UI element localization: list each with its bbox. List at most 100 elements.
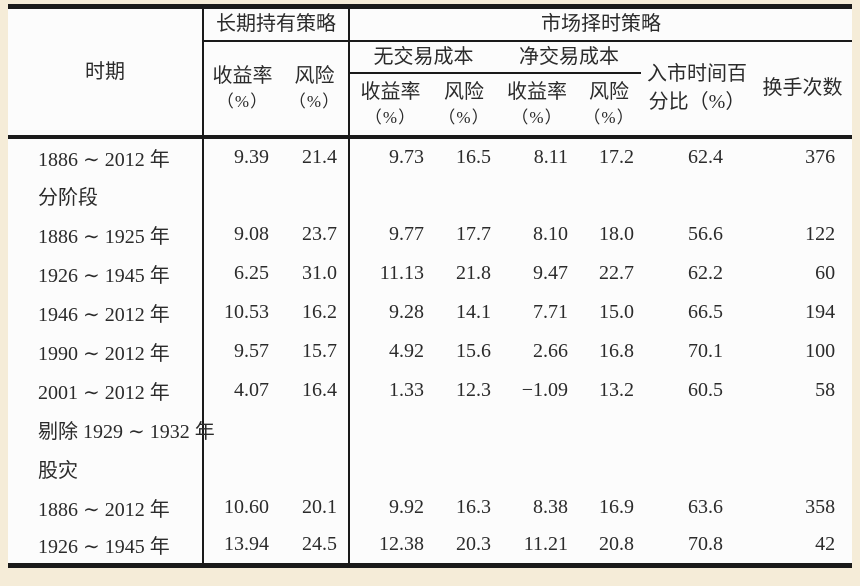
section-label-cell: 股灾 xyxy=(8,448,204,488)
empty-cell xyxy=(203,449,281,488)
table-row: 1990 ∼ 2012 年 9.57 15.7 4.92 15.6 2.66 1… xyxy=(8,331,852,371)
market-time-line2: 分比（%） xyxy=(648,91,746,113)
value-cell: 31.0 xyxy=(281,253,350,293)
empty-cell xyxy=(577,410,641,449)
empty-cell xyxy=(577,449,641,488)
percent-unit-label: （%） xyxy=(511,108,563,128)
empty-cell xyxy=(203,176,281,215)
value-cell: 16.4 xyxy=(281,370,350,410)
value-cell: 15.0 xyxy=(599,300,634,323)
value-cell: 9.28 xyxy=(389,300,424,323)
value-cell: 10.60 xyxy=(224,495,269,518)
market-time-line1: 入市时间百 xyxy=(647,63,747,85)
table-row: 2001 ∼ 2012 年 4.07 16.4 1.33 12.3 −1.09 … xyxy=(8,370,852,410)
value-cell: 15.6 xyxy=(456,339,491,362)
no-cost-subgroup-header: 无交易成本 xyxy=(349,40,497,74)
value-cell: 17.7 xyxy=(456,222,491,245)
value-cell: 70.8 xyxy=(688,533,723,556)
value-cell: 66.5 xyxy=(688,300,723,323)
percent-unit-label: （%） xyxy=(583,108,635,128)
value-cell: 63.6 xyxy=(688,495,723,518)
empty-cell xyxy=(577,176,641,215)
value-cell: 100 xyxy=(805,339,836,362)
period-cell: 2001 ∼ 2012 年 xyxy=(8,370,204,410)
value-cell: 20.8 xyxy=(599,533,634,556)
value-cell: 8.10 xyxy=(533,222,568,245)
value-cell: 16.3 xyxy=(456,495,491,518)
value-cell: 58 xyxy=(815,378,836,401)
no-cost-return-header: 收益率 （%） xyxy=(349,73,431,137)
percent-unit-label: （%） xyxy=(288,92,341,112)
value-cell: 4.07 xyxy=(234,378,269,401)
period-cell: 1886 ∼ 2012 年 xyxy=(8,487,204,527)
value-cell: 22.7 xyxy=(599,261,634,284)
empty-cell xyxy=(641,410,753,449)
empty-cell xyxy=(431,449,497,488)
value-cell: 60 xyxy=(815,261,836,284)
percent-unit-label: （%） xyxy=(364,108,417,128)
value-cell: 13.2 xyxy=(599,378,634,401)
period-cell: 1886 ∼ 1925 年 xyxy=(8,214,204,254)
empty-cell xyxy=(431,410,497,449)
value-cell: 62.2 xyxy=(688,261,723,284)
value-cell: −1.09 xyxy=(521,378,568,401)
value-cell: 376 xyxy=(805,145,836,168)
table-header: 时期 长期持有策略 市场择时策略 收益率 （%） 风险 （%） 无交易成本 净交… xyxy=(8,6,853,137)
percent-unit-label: （%） xyxy=(216,92,269,112)
value-cell: 56.6 xyxy=(688,222,723,245)
section-row: 剔除 1929 ∼ 1932 年 xyxy=(8,409,852,449)
section-label-cell: 分阶段 xyxy=(8,175,204,215)
empty-cell xyxy=(431,176,497,215)
value-cell: 9.92 xyxy=(389,495,424,518)
timing-strategy-group-header: 市场择时策略 xyxy=(349,6,853,42)
value-cell: 14.1 xyxy=(456,300,491,323)
risk-label: 风险 xyxy=(589,81,629,104)
empty-cell xyxy=(281,409,350,449)
value-cell: 62.4 xyxy=(688,145,723,168)
value-cell: 20.3 xyxy=(456,533,491,556)
value-cell: 9.08 xyxy=(234,222,269,245)
value-cell: 21.8 xyxy=(456,261,491,284)
empty-cell xyxy=(349,449,431,488)
return-label: 收益率 xyxy=(507,81,567,104)
section-row: 股灾 xyxy=(8,448,852,488)
value-cell: 16.8 xyxy=(599,339,634,362)
no-cost-risk-header: 风险 （%） xyxy=(431,73,497,137)
value-cell: 10.53 xyxy=(224,300,269,323)
empty-cell xyxy=(753,176,852,215)
empty-cell xyxy=(497,176,577,215)
value-cell: 122 xyxy=(805,222,836,245)
value-cell: 15.7 xyxy=(281,331,350,371)
value-cell: 9.47 xyxy=(533,261,568,284)
value-cell: 8.11 xyxy=(533,145,568,168)
value-cell: 4.92 xyxy=(389,339,424,362)
value-cell: 16.2 xyxy=(281,292,350,332)
empty-cell xyxy=(641,449,753,488)
net-cost-risk-header: 风险 （%） xyxy=(577,73,641,137)
value-cell: 60.5 xyxy=(688,378,723,401)
value-cell: 9.57 xyxy=(234,339,269,362)
table-row: 1946 ∼ 2012 年 10.53 16.2 9.28 14.1 7.71 … xyxy=(8,292,852,332)
risk-label: 风险 xyxy=(294,65,335,88)
value-cell: 12.3 xyxy=(456,378,491,401)
risk-label: 风险 xyxy=(444,81,484,104)
value-cell: 16.9 xyxy=(599,495,634,518)
table-row: 1886 ∼ 1925 年 9.08 23.7 9.77 17.7 8.10 1… xyxy=(8,214,852,254)
empty-cell xyxy=(281,175,350,215)
value-cell: 23.7 xyxy=(281,214,350,254)
empty-cell xyxy=(641,176,753,215)
strategy-comparison-table: 时期 长期持有策略 市场择时策略 收益率 （%） 风险 （%） 无交易成本 净交… xyxy=(8,4,853,568)
period-cell: 1926 ∼ 1945 年 xyxy=(8,526,204,566)
hold-strategy-group-header: 长期持有策略 xyxy=(203,6,350,42)
value-cell: 12.38 xyxy=(379,533,424,556)
period-cell: 1926 ∼ 1945 年 xyxy=(8,253,204,293)
value-cell: 2.66 xyxy=(533,339,568,362)
empty-cell xyxy=(497,449,577,488)
value-cell: 358 xyxy=(805,495,836,518)
value-cell: 9.73 xyxy=(389,145,424,168)
empty-cell xyxy=(281,448,350,488)
period-header: 时期 xyxy=(8,6,204,137)
percent-unit-label: （%） xyxy=(438,108,490,128)
value-cell: 18.0 xyxy=(599,222,634,245)
table-row: 1886 ∼ 2012 年 10.60 20.1 9.92 16.3 8.38 … xyxy=(8,487,852,527)
